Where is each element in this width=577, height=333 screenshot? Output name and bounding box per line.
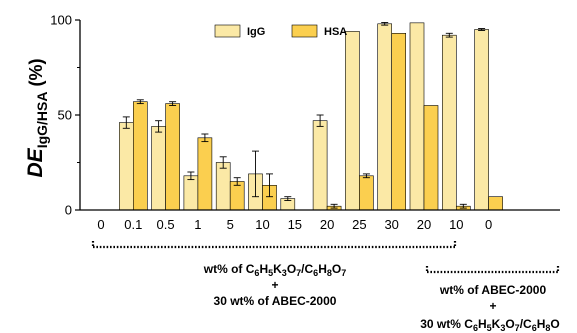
x-tick-label: 10: [255, 217, 269, 232]
legend-entry-hsa: HSA: [291, 24, 347, 38]
error-bar: [459, 203, 467, 209]
bar-igg: [441, 34, 457, 211]
x-tick-label: 20: [417, 217, 431, 232]
error-bar: [362, 173, 370, 179]
legend-entry-igg: IgG: [214, 24, 265, 38]
error-bar: [219, 156, 227, 169]
legend-swatch: [291, 24, 318, 38]
group2-line2: +: [489, 299, 496, 313]
y-tick-label: 100: [50, 13, 72, 28]
bar-igg: [409, 22, 425, 211]
bar-igg: [119, 122, 134, 211]
bar-igg: [345, 31, 360, 211]
legend-label: IgG: [247, 26, 265, 38]
group2-line3: 30 wt% C6H5K3O7/C6H8O: [420, 317, 559, 333]
error-bar: [284, 196, 292, 201]
error-bar: [381, 22, 389, 26]
y-axis: 0 50 100: [50, 13, 81, 218]
group-bracket: [91, 241, 457, 249]
legend-swatch: [214, 24, 241, 38]
error-bar: [122, 116, 130, 129]
x-tick-label: 25: [352, 217, 366, 232]
x-tick-label: 1: [194, 217, 201, 232]
group-bracket: [425, 266, 560, 274]
x-tick-label: 30: [384, 217, 398, 232]
error-bar: [136, 99, 144, 105]
group1-line1: wt% of C6H5K3O7/C6H8O7: [203, 262, 346, 278]
error-bar: [478, 28, 486, 31]
bars: [119, 22, 503, 211]
bar-igg: [183, 175, 199, 211]
x-tick-label: 0.1: [124, 217, 142, 232]
error-bar: [169, 101, 177, 106]
error-bar: [252, 150, 259, 198]
bar-igg: [312, 120, 328, 211]
y-tick-label: 0: [65, 203, 72, 218]
bar-hsa: [133, 101, 148, 211]
bar-igg: [215, 162, 231, 211]
error-bar: [233, 177, 241, 186]
x-tick-label: 0.5: [157, 217, 175, 232]
x-tick-label: 0: [97, 217, 104, 232]
y-tick-label: 50: [58, 108, 72, 123]
legend: IgG HSA: [214, 24, 347, 38]
error-bar: [155, 120, 163, 133]
group2-line1: wt% of ABEC-2000: [439, 283, 547, 297]
x-tick-label: 10: [449, 217, 463, 232]
bar-hsa: [391, 32, 407, 211]
y-axis-label: DEIgG/HSA (%): [24, 59, 50, 178]
error-bar: [187, 171, 195, 181]
bar-hsa: [488, 196, 503, 211]
error-bar: [316, 114, 324, 127]
error-bar: [266, 173, 273, 198]
x-tick-label: 5: [227, 217, 234, 232]
x-tick-label: 15: [288, 217, 302, 232]
y-axis-title: DEIgG/HSA (%): [24, 59, 50, 178]
bar-hsa: [197, 137, 213, 211]
group1-line3: 30 wt% of ABEC-2000: [214, 294, 337, 308]
x-tick-label: 20: [320, 217, 334, 232]
bar-igg: [151, 126, 166, 211]
bar-hsa: [229, 181, 245, 211]
bar-igg: [377, 23, 393, 211]
legend-label: HSA: [324, 26, 347, 38]
error-bar: [201, 133, 209, 143]
error-bar: [445, 32, 453, 38]
error-bar: [330, 203, 338, 209]
bar-hsa: [165, 103, 180, 211]
group1-line2: +: [271, 278, 278, 292]
x-axis: 0 0.1 0.5 1 5 10 15 20 25 30 20 10 0: [80, 209, 560, 232]
x-tick-label: 0: [485, 217, 492, 232]
bar-igg: [474, 29, 489, 211]
bar-hsa: [359, 175, 374, 211]
bar-hsa: [423, 105, 439, 211]
group-annotations: wt% of C6H5K3O7/C6H8O7+30 wt% of ABEC-20…: [91, 241, 560, 333]
